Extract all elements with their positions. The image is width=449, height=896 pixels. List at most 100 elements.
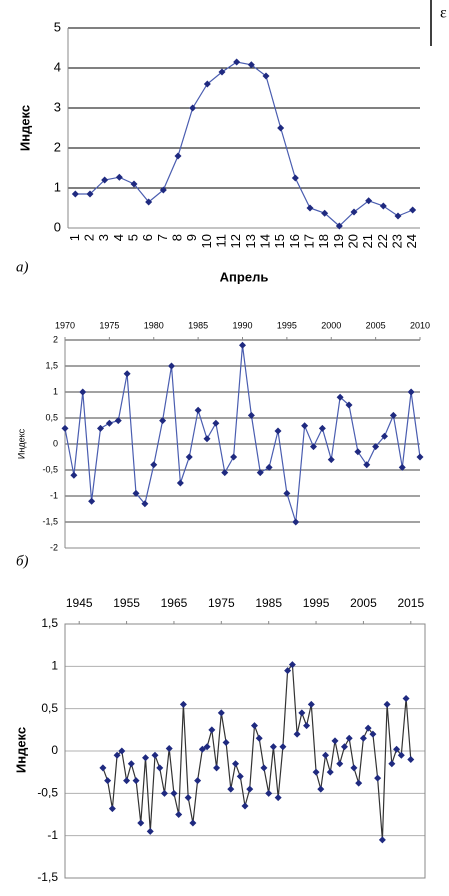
marker xyxy=(364,724,372,732)
marker xyxy=(397,751,405,759)
marker xyxy=(212,419,220,427)
marker xyxy=(327,456,335,464)
marker xyxy=(159,186,167,194)
marker xyxy=(123,777,131,785)
marker xyxy=(318,424,326,432)
y-tick-label: 2 xyxy=(54,139,61,154)
y-axis-label: Индекс xyxy=(17,105,32,151)
y-tick-label: 2 xyxy=(53,334,58,344)
marker xyxy=(350,764,358,772)
x-tick-label: 20 xyxy=(345,234,360,248)
marker xyxy=(71,190,79,198)
marker xyxy=(168,362,175,370)
marker xyxy=(291,174,299,182)
marker xyxy=(146,827,154,835)
marker xyxy=(394,212,402,220)
marker xyxy=(369,730,377,738)
y-tick-label: 1 xyxy=(51,659,58,673)
x-tick-label: 2015 xyxy=(397,596,424,610)
marker xyxy=(345,401,353,409)
x-tick-label: 22 xyxy=(375,234,390,248)
y-tick-label: 4 xyxy=(54,59,61,74)
marker xyxy=(247,411,255,419)
marker xyxy=(283,489,291,497)
marker xyxy=(359,734,367,742)
y-tick-label: -1 xyxy=(47,828,58,842)
marker xyxy=(239,341,246,349)
marker xyxy=(137,819,145,827)
y-tick-label: -0,5 xyxy=(42,464,58,474)
series-line xyxy=(64,345,421,523)
marker xyxy=(104,777,112,785)
series-line xyxy=(75,61,413,227)
marker xyxy=(114,417,122,425)
marker xyxy=(179,700,187,708)
marker xyxy=(130,180,138,188)
marker xyxy=(363,461,371,469)
y-tick-label: 1,5 xyxy=(41,616,58,630)
x-tick-label: 1985 xyxy=(188,320,208,330)
marker xyxy=(340,743,348,751)
marker xyxy=(274,794,282,802)
marker xyxy=(208,726,216,734)
marker xyxy=(221,469,229,477)
y-tick-label: 1,5 xyxy=(45,360,58,370)
marker xyxy=(118,747,126,755)
marker xyxy=(132,489,140,497)
y-tick-label: 1 xyxy=(54,179,61,194)
marker xyxy=(203,743,211,751)
x-tick-label: 24 xyxy=(404,234,419,248)
marker xyxy=(298,709,306,717)
marker xyxy=(321,209,329,217)
marker xyxy=(189,819,197,827)
marker xyxy=(115,173,123,181)
marker xyxy=(312,768,320,776)
marker xyxy=(260,764,268,772)
marker xyxy=(317,785,325,793)
y-tick-label: -0,5 xyxy=(37,786,58,800)
x-tick-label: 23 xyxy=(389,234,404,248)
marker xyxy=(174,152,182,160)
x-tick-label: 6 xyxy=(140,234,155,241)
marker xyxy=(61,424,69,432)
marker xyxy=(383,700,391,708)
marker xyxy=(241,802,249,810)
marker xyxy=(292,518,300,526)
x-tick-label: 9 xyxy=(184,234,199,241)
panel-label: а) xyxy=(16,259,29,275)
marker xyxy=(326,768,334,776)
marker xyxy=(388,760,396,768)
marker xyxy=(127,760,135,768)
x-tick-label: 21 xyxy=(360,234,375,248)
marker xyxy=(293,730,301,738)
marker xyxy=(203,435,211,443)
marker xyxy=(132,777,140,785)
marker xyxy=(86,190,94,198)
x-tick-label: 1995 xyxy=(303,596,330,610)
marker xyxy=(79,388,87,396)
y-tick-label: 0 xyxy=(53,438,58,448)
x-tick-label: 2 xyxy=(81,234,96,241)
y-tick-label: -1 xyxy=(50,490,58,500)
marker xyxy=(307,700,315,708)
y-tick-label: 0 xyxy=(51,743,58,757)
marker xyxy=(262,72,270,80)
marker xyxy=(372,443,380,451)
marker xyxy=(176,479,184,487)
x-tick-label: 1975 xyxy=(208,596,235,610)
marker xyxy=(198,745,206,753)
marker xyxy=(233,58,241,66)
x-tick-label: 1985 xyxy=(255,596,282,610)
plot-border xyxy=(64,623,426,879)
marker xyxy=(141,500,149,508)
x-tick-label: 10 xyxy=(199,234,214,248)
x-tick-label: 2000 xyxy=(321,320,341,330)
marker xyxy=(331,737,339,745)
marker xyxy=(416,453,424,461)
y-tick-label: 0,5 xyxy=(45,412,58,422)
marker xyxy=(303,722,311,730)
marker xyxy=(274,427,282,435)
x-tick-label: 1965 xyxy=(161,596,188,610)
marker xyxy=(355,779,363,787)
